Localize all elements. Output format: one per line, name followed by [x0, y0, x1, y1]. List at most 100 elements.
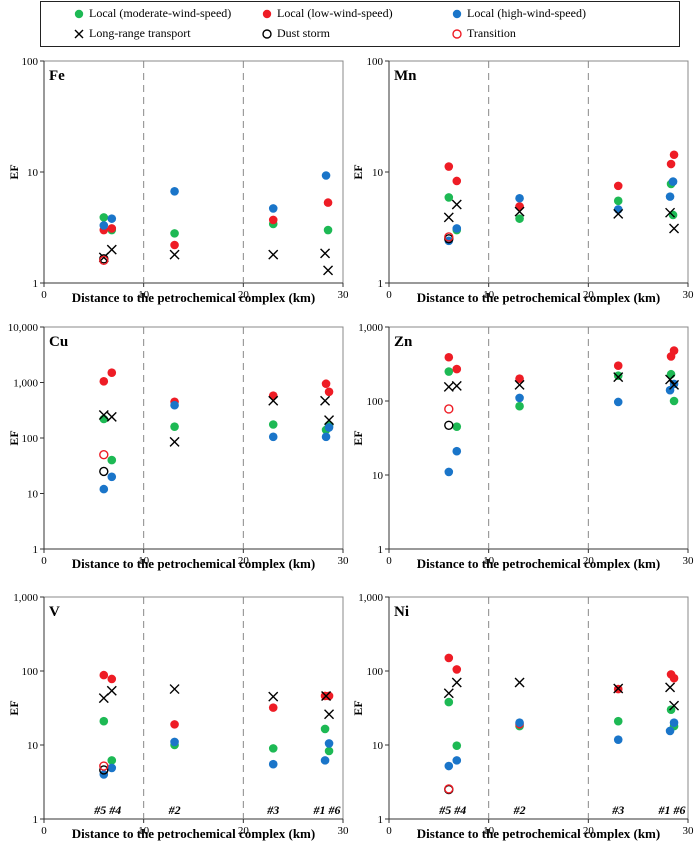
data-point-x [665, 374, 676, 385]
plot-frame [388, 596, 689, 820]
data-point [613, 196, 623, 206]
x-tick-label: 10 [138, 289, 150, 301]
legend-marker [262, 28, 272, 39]
data-point [99, 484, 109, 494]
data-point-stroke [514, 206, 525, 217]
data-point [99, 377, 109, 386]
data-point [170, 737, 179, 747]
data-point [99, 716, 109, 726]
plot-frame [388, 60, 689, 284]
site-label: #5 #4 [438, 803, 466, 817]
data-point-stroke [665, 682, 676, 693]
data-point [323, 198, 333, 207]
data-point [107, 756, 117, 765]
data-point-x [669, 700, 680, 711]
data-point-stroke [321, 690, 332, 701]
x-tick-label: 20 [583, 825, 595, 837]
data-point-stroke [451, 380, 462, 391]
plot-frame [43, 326, 344, 550]
x-tick-label: 30 [683, 555, 695, 567]
y-tick-label: 1,000 [13, 378, 38, 390]
data-point [320, 724, 330, 734]
data-point [321, 432, 331, 442]
y-tick-label: 100 [367, 56, 384, 68]
data-point [107, 472, 117, 482]
data-point-x [324, 415, 335, 426]
y-axis-label: EF [351, 700, 365, 715]
data-point-x [665, 207, 676, 218]
data-point-x [669, 379, 680, 390]
data-point-x [321, 690, 332, 701]
data-point [669, 346, 679, 355]
data-point-open [99, 765, 109, 775]
data-point [613, 735, 623, 744]
panel-title: Zn [394, 334, 413, 350]
data-point-stroke [669, 700, 680, 711]
data-point [452, 422, 462, 431]
data-point-x [320, 395, 331, 406]
data-point-stroke [665, 207, 676, 218]
data-point [268, 420, 278, 429]
y-tick-label: 1 [33, 278, 39, 290]
data-point [107, 763, 117, 773]
legend-marker [262, 9, 272, 18]
data-point [452, 364, 462, 374]
x-tick-label: 20 [238, 555, 250, 567]
data-point-x [451, 677, 462, 688]
data-point [452, 176, 462, 186]
x-tick-label: 0 [41, 825, 47, 837]
data-point-open [444, 232, 454, 242]
x-tick-label: 0 [41, 555, 47, 567]
chart-legend: Local (moderate-wind-speed) Local (low-wi… [40, 1, 680, 47]
data-point [515, 718, 524, 728]
y-tick-label: 10 [372, 740, 384, 752]
data-point-stroke [514, 677, 525, 688]
x-tick-label: 20 [238, 825, 250, 837]
data-point [99, 414, 109, 424]
data-point [268, 204, 278, 213]
data-point-stroke [324, 415, 335, 426]
data-point-x [268, 691, 279, 702]
data-point [170, 422, 179, 431]
data-point [613, 205, 623, 214]
x-tick-label: 10 [138, 825, 150, 837]
data-point-x [268, 249, 279, 260]
x-tick-label: 30 [338, 555, 350, 567]
data-point [444, 467, 454, 477]
data-point [669, 150, 679, 160]
x-tick-label: 20 [583, 289, 595, 301]
chart-panel-mn: 1 10 100 0 10 20 30 EF Distance to the petrochem… [351, 56, 694, 305]
data-point-x [514, 379, 525, 390]
data-point [444, 761, 454, 771]
data-point-stroke [98, 693, 109, 704]
site-label: #1 #6 [313, 803, 341, 817]
data-point [107, 455, 117, 465]
data-point-stroke [98, 409, 109, 420]
data-point-x [98, 409, 109, 420]
data-point [515, 401, 524, 411]
data-point [170, 400, 179, 410]
data-point [613, 397, 623, 407]
data-point-stroke [323, 265, 334, 276]
data-point-stroke [665, 374, 676, 385]
legend-label: Local (high-wind-speed) [467, 6, 586, 20]
data-point-x [320, 248, 331, 259]
data-point [669, 673, 679, 683]
data-point-open [444, 404, 454, 414]
x-tick-label: 0 [386, 289, 392, 301]
data-point [613, 371, 623, 380]
data-point-x [323, 265, 334, 276]
data-point [668, 177, 678, 186]
data-point [665, 385, 675, 395]
panel-title: Fe [49, 68, 65, 84]
chart-panel-fe: 1 10 100 0 10 20 30 EF Distance to the petrochem… [7, 56, 349, 305]
data-point [444, 367, 454, 376]
y-tick-label: 1 [33, 814, 39, 826]
y-axis-label: EF [7, 164, 21, 179]
x-tick-label: 0 [386, 825, 392, 837]
panel-title: V [49, 604, 60, 620]
x-tick-label: 20 [238, 289, 250, 301]
data-point-x [451, 380, 462, 391]
legend-label: Local (low-wind-speed) [277, 6, 393, 20]
site-label: #2 [168, 803, 181, 817]
